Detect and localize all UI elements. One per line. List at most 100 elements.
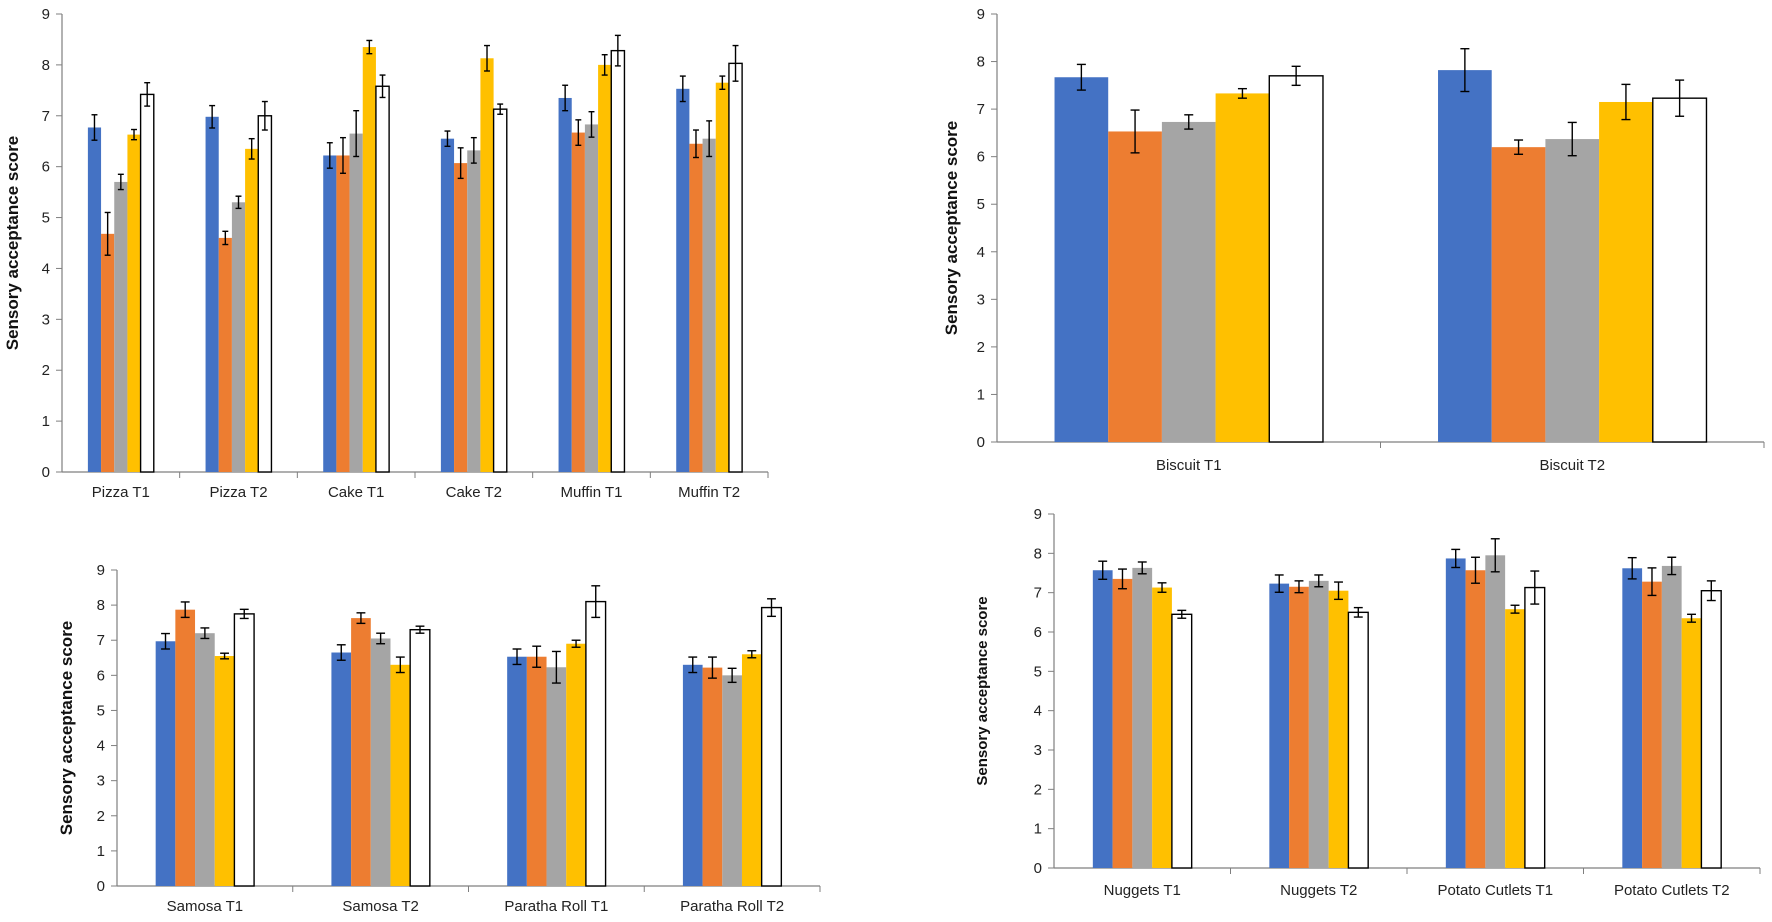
y-tick-label: 4 [1034, 703, 1042, 720]
x-category-label: Muffin T2 [678, 484, 740, 501]
x-category-label: Pizza T2 [209, 484, 267, 501]
bar-series-2 [1289, 586, 1309, 868]
bar-series-3 [584, 124, 599, 472]
bar-series-1 [87, 127, 102, 472]
y-tick-label: 4 [977, 244, 985, 261]
bar-series-3 [1545, 139, 1600, 442]
bar-series-5 [375, 85, 390, 473]
bar-series-5 [1700, 590, 1722, 869]
bar-series-1 [507, 656, 527, 886]
y-tick-label: 8 [42, 57, 50, 74]
bar-series-2 [1465, 570, 1486, 868]
y-tick-label: 6 [977, 149, 985, 166]
bar-series-3 [1661, 565, 1682, 868]
bar-series-5 [139, 93, 155, 473]
bar-series-1 [155, 641, 176, 886]
y-tick-label: 4 [42, 260, 50, 277]
x-category-label: Potato Cutlets T2 [1614, 882, 1730, 899]
bar-series-2 [1108, 131, 1162, 442]
bar-series-2 [101, 233, 115, 472]
bar-series-5 [1652, 97, 1708, 443]
y-tick-label: 5 [42, 210, 50, 227]
bar-series-2 [689, 143, 703, 472]
bar-series-5 [257, 115, 273, 473]
y-axis-title: Sensory acceptance score [57, 621, 76, 836]
y-tick-label: 6 [97, 667, 105, 684]
y-tick-label: 7 [977, 101, 985, 118]
x-category-label: Biscuit T1 [1156, 457, 1222, 474]
bar-series-3 [1161, 121, 1216, 442]
y-axis-title: Sensory acceptance score [942, 121, 961, 336]
bar-series-4 [715, 82, 729, 472]
bar-series-1 [1622, 568, 1643, 868]
bar-series-1 [682, 664, 703, 886]
bar-series-2 [218, 237, 232, 472]
bar-series-5 [1171, 613, 1193, 869]
bar-series-4 [1152, 587, 1172, 868]
y-tick-label: 5 [977, 196, 985, 213]
y-tick-label: 0 [97, 878, 105, 895]
y-tick-label: 3 [42, 311, 50, 328]
x-category-label: Nuggets T1 [1104, 882, 1181, 899]
y-tick-label: 2 [1034, 781, 1042, 798]
bar-series-4 [1505, 609, 1525, 868]
bar-series-3 [114, 181, 128, 472]
x-category-label: Potato Cutlets T1 [1437, 882, 1553, 899]
bar-series-1 [1092, 570, 1113, 868]
x-category-label: Samosa T1 [167, 898, 243, 915]
bar-series-1 [558, 97, 572, 472]
bar-series-4 [245, 148, 259, 472]
y-tick-label: 1 [97, 843, 105, 860]
bar-series-5 [728, 62, 743, 473]
y-tick-label: 2 [97, 808, 105, 825]
x-category-label: Cake T2 [446, 484, 502, 501]
bar-series-1 [676, 88, 690, 472]
bar-series-1 [440, 138, 455, 472]
y-tick-label: 9 [1034, 506, 1042, 523]
y-tick-label: 9 [977, 6, 985, 23]
bar-series-4 [566, 643, 586, 886]
x-category-label: Muffin T1 [561, 484, 623, 501]
bar-series-2 [571, 132, 585, 472]
bar-series-2 [702, 667, 723, 886]
bar-series-3 [1485, 555, 1506, 868]
bar-series-4 [741, 654, 762, 886]
bar-series-2 [526, 656, 547, 886]
bar-series-4 [598, 64, 612, 472]
y-tick-label: 4 [97, 738, 105, 755]
bar-series-1 [323, 155, 337, 472]
bar-series-5 [233, 613, 255, 887]
bar-series-3 [467, 150, 481, 473]
bar-series-2 [336, 155, 350, 472]
bar-series-5 [1347, 611, 1369, 869]
bar-series-5 [1524, 586, 1546, 869]
bar-series-3 [546, 667, 567, 886]
bar-series-5 [409, 628, 431, 887]
x-category-label: Paratha Roll T2 [680, 898, 784, 915]
y-axis-title: Sensory acceptance score [3, 136, 22, 351]
y-tick-label: 7 [97, 632, 105, 649]
y-tick-label: 8 [1034, 545, 1042, 562]
y-axis-title: Sensory acceptance score [974, 596, 991, 785]
bar-series-3 [1308, 580, 1329, 868]
y-tick-label: 7 [42, 108, 50, 125]
bar-series-1 [205, 116, 219, 472]
bar-series-3 [702, 138, 716, 472]
y-tick-label: 9 [97, 562, 105, 579]
bar-series-2 [1491, 147, 1546, 442]
y-tick-label: 7 [1034, 585, 1042, 602]
bar-series-2 [1642, 581, 1662, 868]
y-tick-label: 5 [97, 702, 105, 719]
x-category-label: Biscuit T2 [1539, 457, 1605, 474]
bar-series-4 [1681, 618, 1702, 868]
bar-series-4 [1328, 590, 1349, 868]
chart-top-right: 0 1 2 3 4 5 6 7 8 9 Sensory acceptance score Biscui… [942, 6, 1765, 474]
bar-series-1 [1445, 558, 1466, 868]
y-tick-label: 6 [42, 159, 50, 176]
bar-series-4 [214, 656, 235, 886]
y-tick-label: 8 [977, 54, 985, 71]
chart-bottom-right: 0 1 2 3 4 5 6 7 8 9 Sensory acceptance score Nugget… [974, 506, 1761, 899]
x-category-label: Samosa T2 [342, 898, 418, 915]
y-tick-label: 9 [42, 6, 50, 23]
bar-series-4 [390, 664, 411, 886]
